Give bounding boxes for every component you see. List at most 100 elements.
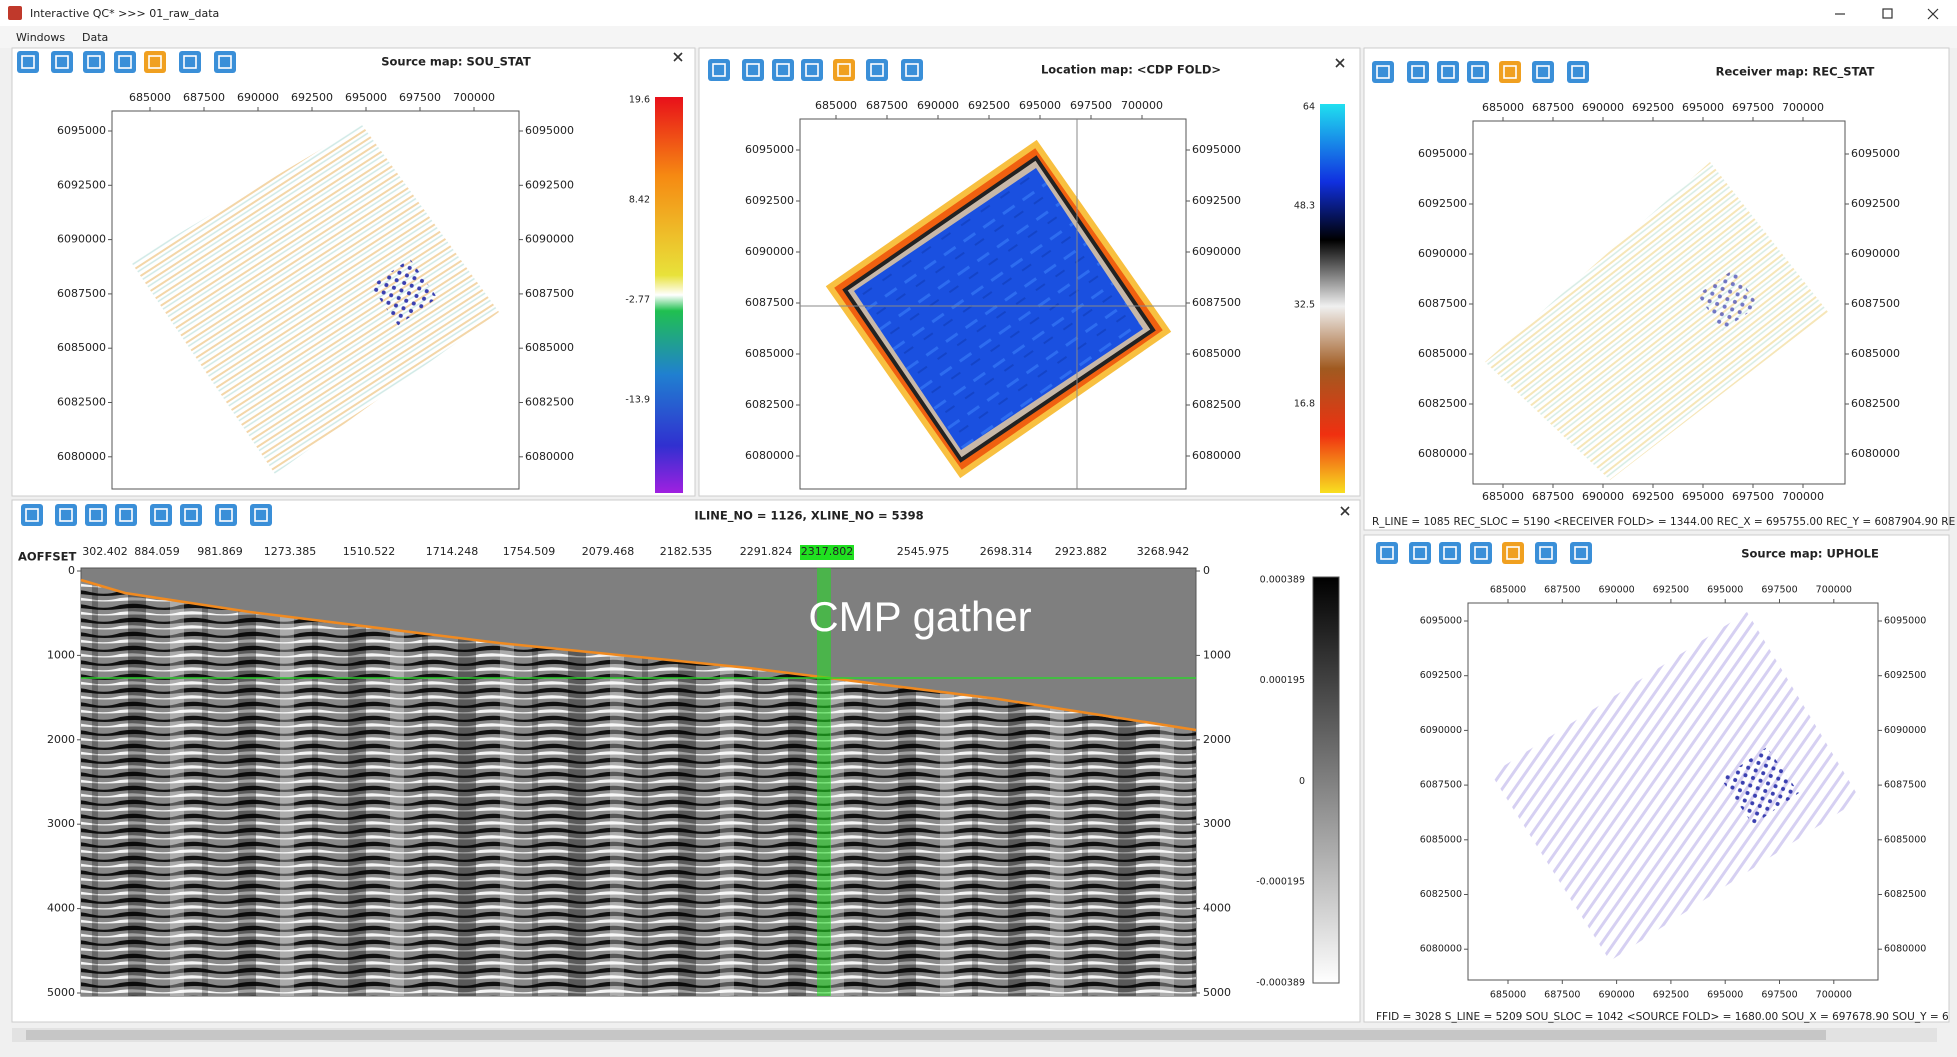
toolbar-button[interactable] xyxy=(866,59,888,81)
offset-label: 1714.248 xyxy=(426,545,479,558)
panel-title: ILINE_NO = 1126, XLINE_NO = 5398 xyxy=(694,509,923,524)
y-tick-label: 6085000 xyxy=(1420,834,1462,845)
y-tick-label: 6082500 xyxy=(1884,889,1926,900)
y-tick-label: 6082500 xyxy=(1192,398,1241,411)
x-tick-label: 685000 xyxy=(815,99,857,112)
toolbar-button[interactable] xyxy=(1499,61,1521,83)
scrollbar-thumb[interactable] xyxy=(26,1030,1826,1040)
toolbar-button[interactable] xyxy=(1570,542,1592,564)
x-tick-label: 690000 xyxy=(917,99,959,112)
y-tick-label: 6092500 xyxy=(1418,197,1467,210)
x-tick-label: 690000 xyxy=(1582,101,1624,114)
toolbar-button[interactable] xyxy=(180,504,202,526)
x-tick-label: 690000 xyxy=(237,91,279,104)
toolbar-button[interactable] xyxy=(1532,61,1554,83)
toolbar-button[interactable] xyxy=(1567,61,1589,83)
offset-label: 2291.824 xyxy=(740,545,793,558)
y-tick-label: 6085000 xyxy=(1418,347,1467,360)
toolbar-button[interactable] xyxy=(1502,542,1524,564)
toolbar-button[interactable] xyxy=(115,504,137,526)
offset-label: 981.869 xyxy=(197,545,243,558)
y-tick-label: 6092500 xyxy=(525,178,574,191)
toolbar-button[interactable] xyxy=(85,504,107,526)
toolbar-button[interactable] xyxy=(833,59,855,81)
toolbar-button[interactable] xyxy=(1470,542,1492,564)
menu-bar xyxy=(0,26,1957,48)
offset-label: 2317.802 xyxy=(801,545,854,558)
toolbar-button[interactable] xyxy=(772,59,794,81)
menu-item[interactable]: Data xyxy=(82,31,108,44)
colorbar xyxy=(1313,577,1339,983)
toolbar-button[interactable] xyxy=(150,504,172,526)
toolbar-button[interactable] xyxy=(1437,61,1459,83)
y-tick-label: 6080000 xyxy=(57,450,106,463)
colorbar-label: -13.9 xyxy=(625,395,650,406)
panel-title: Receiver map: REC_STAT xyxy=(1716,65,1875,80)
toolbar-button[interactable] xyxy=(83,51,105,73)
toolbar-button[interactable] xyxy=(214,51,236,73)
x-tick-label: 695000 xyxy=(1707,585,1743,596)
panel-title: Source map: SOU_STAT xyxy=(381,55,531,70)
toolbar-button[interactable] xyxy=(1372,61,1394,83)
toolbar-button[interactable] xyxy=(1467,61,1489,83)
y-tick-label: 6085000 xyxy=(1884,834,1926,845)
y-tick-label: 6082500 xyxy=(1418,397,1467,410)
y-tick-label: 6080000 xyxy=(1884,944,1926,955)
toolbar-button[interactable] xyxy=(708,59,730,81)
y-tick-label: 6092500 xyxy=(745,194,794,207)
y-tick-label: 6090000 xyxy=(525,233,574,246)
y-tick-label: 1000 xyxy=(47,648,75,661)
x-tick-label: 695000 xyxy=(1019,99,1061,112)
colorbar xyxy=(1320,104,1345,493)
y-tick-label: 6085000 xyxy=(1192,347,1241,360)
y-tick-label: 6095000 xyxy=(745,143,794,156)
offset-label: 3268.942 xyxy=(1137,545,1190,558)
toolbar-button[interactable] xyxy=(51,51,73,73)
toolbar-button[interactable] xyxy=(144,51,166,73)
toolbar-button[interactable] xyxy=(901,59,923,81)
y-tick-label: 6095000 xyxy=(1418,147,1467,160)
colorbar-label: -0.000195 xyxy=(1256,877,1305,888)
menu-item[interactable]: Windows xyxy=(16,31,65,44)
toolbar-button[interactable] xyxy=(1439,542,1461,564)
y-tick-label: 6090000 xyxy=(1192,245,1241,258)
toolbar-button[interactable] xyxy=(17,51,39,73)
colorbar-label: 0 xyxy=(1299,776,1305,787)
y-tick-label: 6095000 xyxy=(1851,147,1900,160)
toolbar-button[interactable] xyxy=(215,504,237,526)
y-tick-label: 5000 xyxy=(1203,986,1231,999)
y-tick-label: 1000 xyxy=(1203,648,1231,661)
offset-label: 2698.314 xyxy=(980,545,1033,558)
toolbar-button[interactable] xyxy=(250,504,272,526)
y-tick-label: 6092500 xyxy=(1420,670,1462,681)
toolbar-button[interactable] xyxy=(1409,542,1431,564)
toolbar-button[interactable] xyxy=(179,51,201,73)
offset-label: 884.059 xyxy=(134,545,180,558)
x-tick-label: 692500 xyxy=(1653,990,1689,1001)
toolbar-button[interactable] xyxy=(801,59,823,81)
y-tick-label: 6095000 xyxy=(1420,616,1462,627)
toolbar-button[interactable] xyxy=(1407,61,1429,83)
toolbar-button[interactable] xyxy=(742,59,764,81)
y-tick-label: 6087500 xyxy=(1851,297,1900,310)
x-tick-label: 690000 xyxy=(1598,585,1634,596)
x-tick-label: 700000 xyxy=(1816,990,1852,1001)
x-tick-label: 690000 xyxy=(1582,490,1624,503)
x-tick-label: 692500 xyxy=(291,91,333,104)
y-tick-label: 6080000 xyxy=(1420,944,1462,955)
panel-title: Source map: UPHOLE xyxy=(1741,547,1879,561)
colorbar-label: 16.8 xyxy=(1294,399,1315,410)
toolbar-button[interactable] xyxy=(21,504,43,526)
x-tick-label: 687500 xyxy=(1544,990,1580,1001)
toolbar-button[interactable] xyxy=(114,51,136,73)
x-tick-label: 697500 xyxy=(399,91,441,104)
colorbar-label: 64 xyxy=(1303,102,1315,113)
toolbar-button[interactable] xyxy=(1376,542,1398,564)
y-tick-label: 6092500 xyxy=(1192,194,1241,207)
y-tick-label: 6087500 xyxy=(1884,780,1926,791)
y-tick-label: 6082500 xyxy=(525,396,574,409)
y-tick-label: 6090000 xyxy=(57,233,106,246)
colorbar-label: 0.000195 xyxy=(1260,675,1305,686)
toolbar-button[interactable] xyxy=(55,504,77,526)
toolbar-button[interactable] xyxy=(1535,542,1557,564)
